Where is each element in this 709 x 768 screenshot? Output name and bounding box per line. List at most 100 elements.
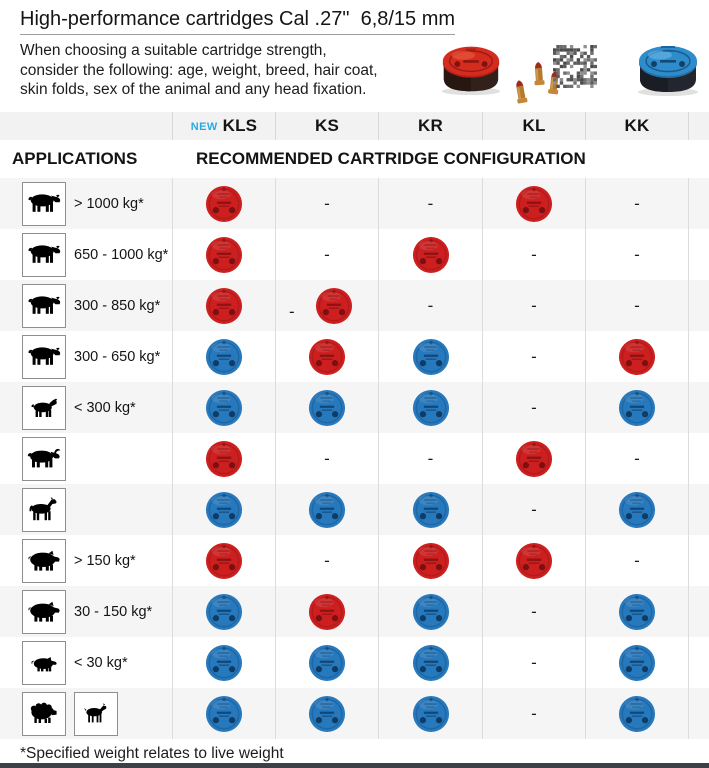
cell-kl: -	[482, 484, 585, 535]
cell-kk: -	[585, 535, 688, 586]
dash: -	[324, 245, 330, 264]
table-row: < 30 kg* -	[0, 637, 709, 688]
row-filler	[688, 280, 709, 331]
cartridge-table: NEW KLS KS KR KL KK APPLICATIONS RECOMMENDED …	[0, 112, 709, 739]
cattle-icon	[28, 244, 61, 263]
blue-cartridge-tin-icon	[205, 695, 243, 732]
red-cartridge-tin-icon	[205, 287, 243, 324]
row-filler	[688, 688, 709, 739]
cell-kls	[172, 229, 275, 280]
cell-kr	[378, 484, 482, 535]
weight-label: > 1000 kg*	[74, 195, 144, 212]
cell-ks: -	[275, 535, 378, 586]
cell-ks	[275, 331, 378, 382]
blue-cartridge-tin-icon	[308, 491, 346, 528]
cell-kl: -	[482, 688, 585, 739]
blue-cartridge-tin-icon	[205, 593, 243, 630]
animal-icon-box	[22, 385, 66, 430]
animal-icon-box	[22, 640, 66, 685]
cell-kr: -	[378, 433, 482, 484]
row-filler	[688, 382, 709, 433]
row-filler	[688, 229, 709, 280]
cell-kls	[172, 535, 275, 586]
table-row: ---	[0, 433, 709, 484]
cell-kr	[378, 637, 482, 688]
cell-ks	[275, 637, 378, 688]
animal-icon-box	[22, 334, 66, 379]
animal-icon-box	[22, 436, 66, 481]
animal-icon-box	[22, 487, 66, 532]
table-subheader-row: APPLICATIONS RECOMMENDED CARTRIDGE CONFI…	[0, 140, 709, 178]
red-cartridge-tin-icon	[315, 287, 353, 324]
table-row: 30 - 150 kg* -	[0, 586, 709, 637]
red-cartridge-tin-icon	[412, 236, 449, 273]
animal-icon-box	[22, 283, 66, 328]
cell-kls	[172, 637, 275, 688]
dash: -	[531, 347, 537, 366]
red-cartridge-tin-icon	[205, 185, 243, 222]
cell-kr	[378, 382, 482, 433]
blue-cartridge-tin-icon	[618, 389, 656, 426]
cell-kr	[378, 586, 482, 637]
blue-cartridge-tin-icon	[412, 389, 449, 426]
table-column-header-row: NEW KLS KS KR KL KK	[0, 112, 709, 140]
row-filler	[688, 484, 709, 535]
application-cell: 300 - 850 kg*	[0, 280, 172, 331]
blue-cartridge-tin-icon	[308, 695, 346, 732]
cell-kls	[172, 331, 275, 382]
cell-kl: -	[482, 586, 585, 637]
row-filler	[688, 586, 709, 637]
cell-kk	[585, 688, 688, 739]
animal-icon-box	[22, 232, 66, 277]
pig-icon	[28, 601, 60, 622]
cell-kk: -	[585, 433, 688, 484]
table-row: -	[0, 688, 709, 739]
qr-code	[553, 45, 597, 88]
intro-text: When choosing a suitable cartridge stren…	[20, 42, 378, 98]
cell-ks: -	[275, 229, 378, 280]
red-cartridge-tin-icon	[205, 236, 243, 273]
cell-kl	[482, 433, 585, 484]
dash: -	[427, 194, 434, 213]
application-cell: > 1000 kg*	[0, 178, 172, 229]
page-title: High-performance cartridges Cal .27" 6,8…	[20, 8, 456, 35]
red-cartridge-tin-icon	[205, 542, 243, 579]
weight-label: < 30 kg*	[74, 654, 128, 671]
blue-cartridge-tin-icon	[205, 644, 243, 681]
column-header-label: KK	[624, 116, 650, 135]
application-cell: < 300 kg*	[0, 382, 172, 433]
blue-cartridge-tin-icon	[412, 491, 449, 528]
column-header-label: KLS	[222, 116, 258, 135]
blue-cartridge-tin-icon	[412, 695, 449, 732]
qr-code-image	[553, 45, 597, 88]
header-filler	[688, 112, 709, 140]
cattle-icon	[28, 346, 61, 365]
cartridge-round-icon	[534, 62, 545, 86]
dash: -	[634, 194, 640, 213]
sheep-icon	[30, 702, 57, 723]
blue-cartridge-tin-icon	[618, 491, 656, 528]
blue-cartridge-tin-icon	[618, 644, 656, 681]
table-row: -	[0, 484, 709, 535]
cell-kk: -	[585, 229, 688, 280]
table-row: 650 - 1000 kg* - - -	[0, 229, 709, 280]
cartridge-round-icon	[516, 80, 528, 104]
application-cell: < 30 kg*	[0, 637, 172, 688]
application-cell: 30 - 150 kg*	[0, 586, 172, 637]
cell-kls	[172, 280, 275, 331]
red-cartridge-tin-icon	[412, 542, 449, 579]
cell-kl: -	[482, 382, 585, 433]
config-header: RECOMMENDED CARTRIDGE CONFIGURATION	[196, 149, 586, 168]
red-cartridge-tin-icon	[205, 440, 243, 477]
dash: -	[531, 704, 537, 723]
column-header-kr: KR	[378, 112, 482, 140]
table-row: 300 - 650 kg* -	[0, 331, 709, 382]
red-cartridge-tin-icon	[515, 185, 553, 222]
weight-label: 30 - 150 kg*	[74, 603, 153, 620]
cell-ks	[275, 484, 378, 535]
dash: -	[324, 449, 330, 468]
cattle-icon	[28, 193, 61, 212]
dash: -	[531, 398, 537, 417]
cell-kls	[172, 178, 275, 229]
dash: -	[634, 449, 640, 468]
